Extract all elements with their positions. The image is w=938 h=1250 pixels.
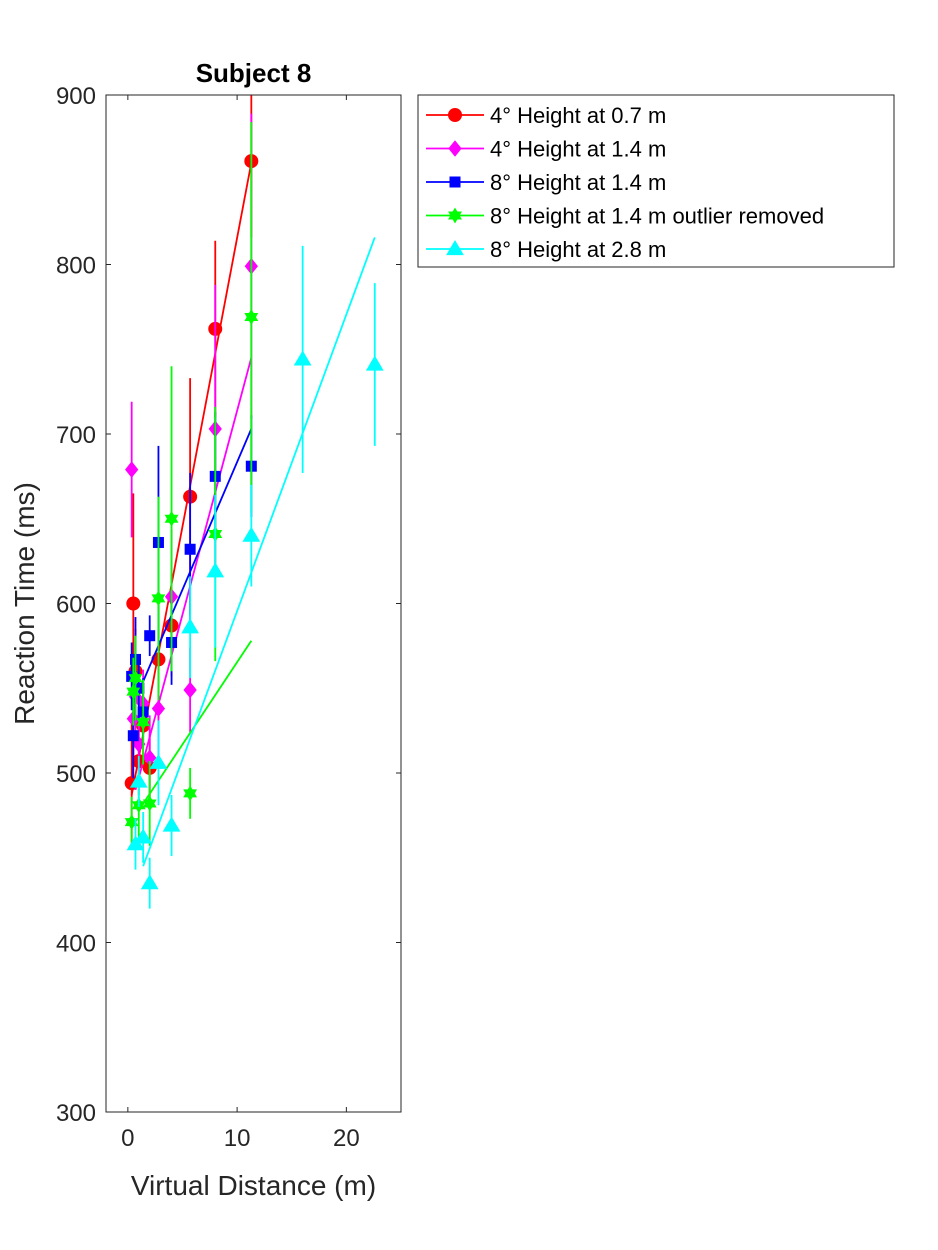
legend-entry: 8° Height at 2.8 m: [426, 237, 666, 262]
data-point: [127, 730, 139, 742]
fit-line: [137, 428, 253, 692]
legend-entry: 8° Height at 1.4 m: [426, 170, 666, 195]
y-axis-label: Reaction Time (ms): [9, 482, 40, 725]
data-point: [134, 828, 153, 844]
legend: 4° Height at 0.7 m 4° Height at 1.4 m 8° H…: [417, 94, 895, 268]
legend-label: 4° Height at 0.7 m: [490, 103, 666, 128]
plot-background: [106, 95, 401, 1112]
plot-area: [106, 95, 401, 1112]
legend-label: 8° Height at 2.8 m: [490, 237, 666, 262]
data-point: [183, 785, 198, 802]
legend-marker: [448, 108, 462, 122]
legend-label: 8° Height at 1.4 m: [490, 170, 666, 195]
data-point: [128, 670, 143, 687]
data-point: [149, 753, 168, 769]
x-tick-label: 0: [121, 1125, 134, 1152]
y-tick-label: 600: [56, 592, 96, 619]
legend-marker: [449, 176, 461, 188]
data-point: [206, 562, 225, 578]
y-tick-label: 400: [56, 931, 96, 958]
data-point: [162, 816, 181, 832]
data-point: [181, 618, 200, 634]
series-5: [126, 237, 384, 909]
chart-title: Subject 8: [196, 58, 312, 88]
data-point: [184, 543, 196, 555]
x-axis-label: Virtual Distance (m): [131, 1170, 376, 1201]
data-point: [136, 714, 151, 731]
data-point: [293, 350, 312, 366]
x-tick-label: 20: [333, 1125, 360, 1152]
data-point: [164, 510, 179, 527]
data-point: [242, 526, 261, 542]
legend-label: 4° Height at 1.4 m: [490, 137, 666, 162]
data-point: [140, 874, 159, 890]
y-tick-label: 800: [56, 253, 96, 280]
legend-marker: [446, 240, 464, 256]
axes: 0 10 20 300 400 500 600 700 800 900: [56, 83, 402, 1152]
y-tick-label: 500: [56, 761, 96, 788]
data-point: [151, 590, 166, 607]
data-point: [129, 772, 148, 788]
legend-entry: 4° Height at 0.7 m: [426, 103, 666, 128]
fit-line: [130, 162, 253, 796]
data-point: [151, 700, 166, 717]
legend-box: [417, 94, 895, 268]
fit-line: [142, 237, 376, 867]
data-point: [126, 596, 141, 611]
y-tick-label: 700: [56, 422, 96, 449]
data-point: [365, 355, 384, 371]
y-tick-label: 300: [56, 1100, 96, 1127]
legend-label: 8° Height at 1.4 m outlier removed: [490, 204, 824, 229]
data-point: [144, 630, 156, 642]
x-tick-label: 10: [224, 1125, 251, 1152]
y-tick-label: 900: [56, 83, 96, 110]
legend-marker: [448, 207, 462, 224]
data-point: [183, 681, 197, 699]
data-point: [142, 795, 157, 812]
legend-marker: [448, 140, 462, 157]
legend-entry: 8° Height at 1.4 m outlier removed: [426, 204, 824, 229]
data-point: [244, 309, 259, 326]
legend-entry: 4° Height at 1.4 m: [426, 137, 666, 162]
data-point: [125, 461, 139, 478]
fit-line: [134, 357, 253, 791]
